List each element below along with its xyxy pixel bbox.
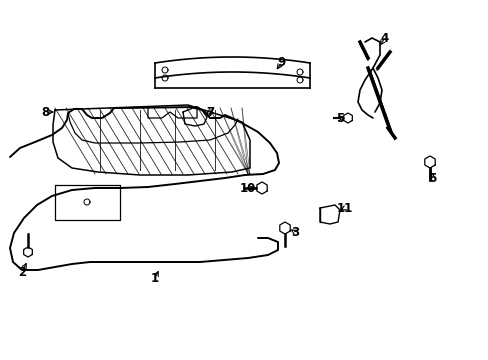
Text: 2: 2 [18, 266, 26, 279]
Text: 3: 3 [290, 225, 299, 238]
Text: 7: 7 [205, 105, 214, 118]
Text: 4: 4 [380, 31, 388, 45]
Text: 6: 6 [427, 171, 435, 184]
Text: 1: 1 [151, 271, 159, 284]
Text: 5: 5 [335, 112, 344, 125]
Text: 8: 8 [41, 105, 49, 118]
Text: 11: 11 [336, 202, 352, 215]
Text: 10: 10 [240, 181, 256, 194]
Text: 9: 9 [277, 55, 285, 68]
